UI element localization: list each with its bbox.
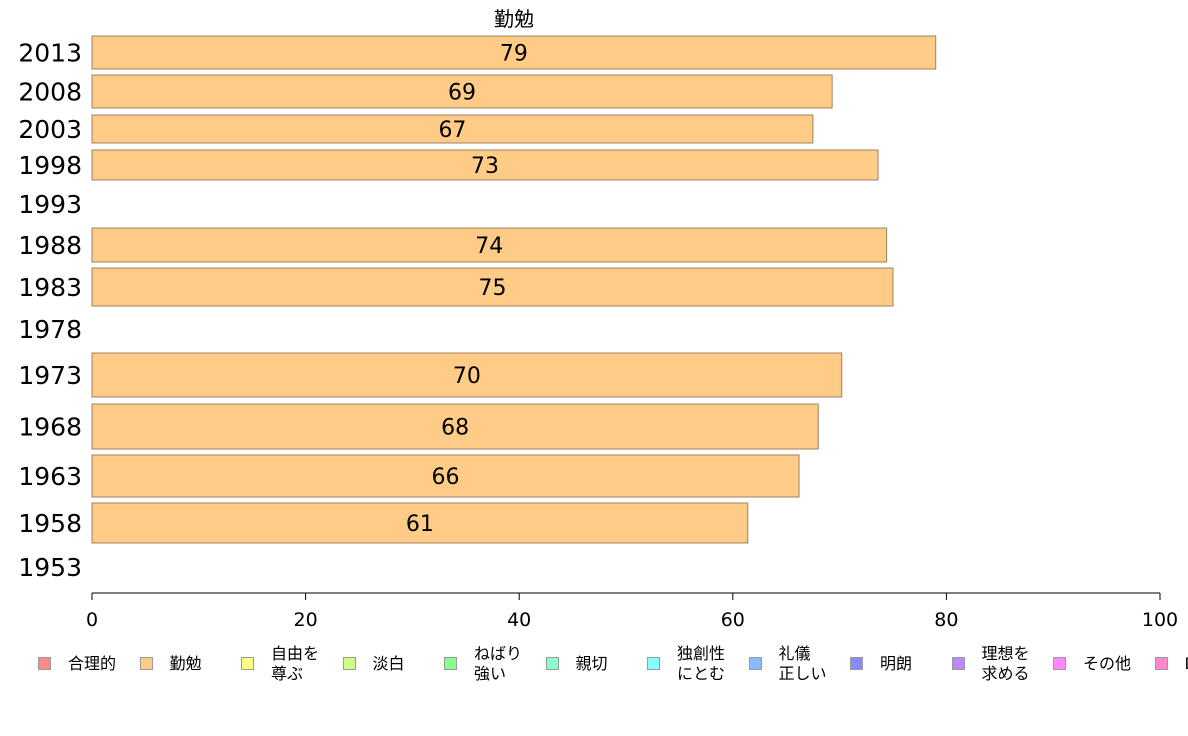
bar [91, 114, 814, 144]
legend-label: D [1185, 654, 1188, 674]
legend-swatch [951, 657, 965, 670]
legend-swatch [38, 657, 51, 670]
bar-value-label: 73 [471, 154, 499, 179]
bar-value-label: 61 [406, 512, 434, 537]
legend-item: D [1154, 644, 1188, 674]
bar-value-label: 67 [438, 118, 466, 143]
bar-value-label: 75 [479, 276, 507, 301]
legend-label: 明朗 [880, 654, 913, 673]
bar-value-label: 69 [448, 81, 476, 106]
category-label: 1993 [18, 190, 82, 219]
legend: 合理的 勤勉 自由を 尊ぶ 淡白 ねばり 強い 親切 独創性 にとむ 礼儀 正しい 明朗 理想を 求める その… [38, 644, 1188, 694]
category-label: 2013 [18, 39, 82, 68]
x-tick-label: 60 [721, 609, 745, 631]
legend-swatch [647, 657, 660, 670]
bar-value-label: 68 [441, 416, 469, 441]
x-tick-label: 100 [1142, 609, 1178, 631]
category-label: 1983 [18, 273, 82, 302]
x-tick-label: 40 [507, 609, 531, 631]
category-label: 1968 [18, 413, 82, 442]
bar-value-label: 70 [453, 364, 481, 389]
category-label: 1963 [18, 462, 82, 491]
legend-item: 自由を 尊ぶ [241, 644, 319, 684]
legend-item: 明朗 [850, 644, 912, 674]
legend-swatch [139, 657, 153, 670]
legend-label: ねばり 強い [474, 644, 523, 683]
category-label: 1953 [18, 553, 82, 582]
bar [91, 35, 937, 70]
legend-label: 自由を 尊ぶ [271, 644, 320, 683]
bar [91, 227, 888, 263]
category-label: 2008 [18, 78, 82, 107]
legend-swatch [444, 657, 457, 670]
legend-label: その他 [1083, 654, 1132, 673]
x-tick-label: 20 [294, 609, 318, 631]
legend-swatch [1053, 657, 1066, 670]
legend-item: 合理的 [38, 644, 116, 674]
x-tick-label: 80 [934, 609, 958, 631]
legend-item: 親切 [545, 644, 608, 674]
legend-item: ねばり 強い [444, 644, 522, 684]
legend-item: その他 [1053, 644, 1131, 674]
legend-item: 淡白 [342, 644, 405, 674]
bar [91, 502, 749, 544]
category-label: 1978 [18, 315, 82, 344]
legend-swatch [748, 657, 762, 670]
legend-item: 理想を 求める [951, 644, 1030, 684]
bar-value-label: 74 [475, 234, 503, 259]
bar [91, 352, 843, 398]
legend-label: 勤勉 [169, 654, 202, 673]
category-label: 1988 [18, 231, 82, 260]
bar [91, 74, 833, 109]
category-label: 2003 [18, 115, 82, 144]
legend-item: 勤勉 [139, 644, 202, 674]
legend-label: 親切 [575, 654, 608, 673]
bar-value-label: 79 [500, 42, 528, 67]
category-label: 1998 [18, 151, 82, 180]
bar-value-label: 66 [432, 465, 460, 490]
legend-swatch [545, 657, 559, 670]
legend-label: 礼儀 正しい [778, 644, 827, 683]
legend-swatch [241, 657, 254, 670]
legend-label: 合理的 [68, 654, 117, 673]
bar [91, 403, 819, 450]
bar [91, 454, 800, 498]
legend-item: 独創性 にとむ [647, 644, 725, 684]
chart-title: 勤勉 [494, 7, 534, 31]
legend-swatch [1154, 657, 1168, 670]
legend-swatch [850, 657, 863, 670]
legend-item: 礼儀 正しい [748, 644, 827, 684]
legend-label: 淡白 [372, 654, 405, 673]
bar [91, 149, 879, 181]
legend-swatch [342, 657, 356, 670]
category-label: 1958 [18, 509, 82, 538]
x-tick-label: 0 [86, 609, 98, 631]
legend-label: 理想を 求める [981, 644, 1030, 683]
category-label: 1973 [18, 361, 82, 390]
bar [91, 267, 894, 307]
legend-label: 独創性 にとむ [677, 644, 726, 683]
